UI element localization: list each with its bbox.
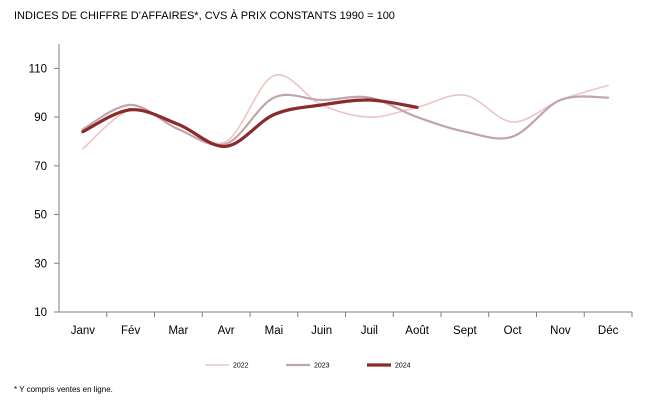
legend: 2022 2023 2024 [205, 363, 411, 370]
x-tick-label: Avr [218, 325, 235, 337]
x-tick-label: Nov [550, 325, 571, 337]
x-axis-ticks: Janv Fév Mar Avr Mai Juin Juil Août Sept Oct Nov Dé… [71, 312, 633, 337]
x-tick-label: Janv [71, 325, 96, 337]
x-tick-label: Juil [361, 325, 378, 337]
series-lines [81, 74, 610, 150]
legend-label-2024: 2024 [395, 363, 411, 370]
x-tick-label: Mai [265, 325, 284, 337]
axes [58, 44, 632, 313]
x-tick-label: Déc [598, 325, 619, 337]
x-tick-label: Oct [504, 325, 523, 337]
y-tick-label: 50 [34, 210, 47, 222]
series-line-2024 [81, 98, 419, 148]
chart-title: INDICES DE CHIFFRE D’AFFAIRES*, CVS À PR… [14, 10, 395, 22]
series-line-2022 [82, 74, 609, 150]
footnote: * Y compris ventes en ligne. [14, 385, 113, 394]
x-tick-label: Fév [121, 325, 140, 337]
y-tick-label: 110 [29, 63, 47, 75]
legend-label-2022: 2022 [233, 363, 249, 370]
y-tick-label: 70 [34, 161, 47, 173]
legend-label-2023: 2023 [314, 363, 330, 370]
y-tick-label: 10 [34, 307, 47, 319]
x-tick-label: Août [405, 325, 429, 337]
x-tick-label: Mar [168, 325, 188, 337]
y-tick-label: 90 [34, 112, 47, 124]
series-line-2023 [81, 93, 610, 147]
x-tick-label: Sept [453, 325, 477, 337]
y-tick-label: 30 [34, 258, 47, 270]
y-axis-ticks: 10 30 50 70 90 110 [29, 63, 59, 319]
x-tick-label: Juin [311, 325, 332, 337]
